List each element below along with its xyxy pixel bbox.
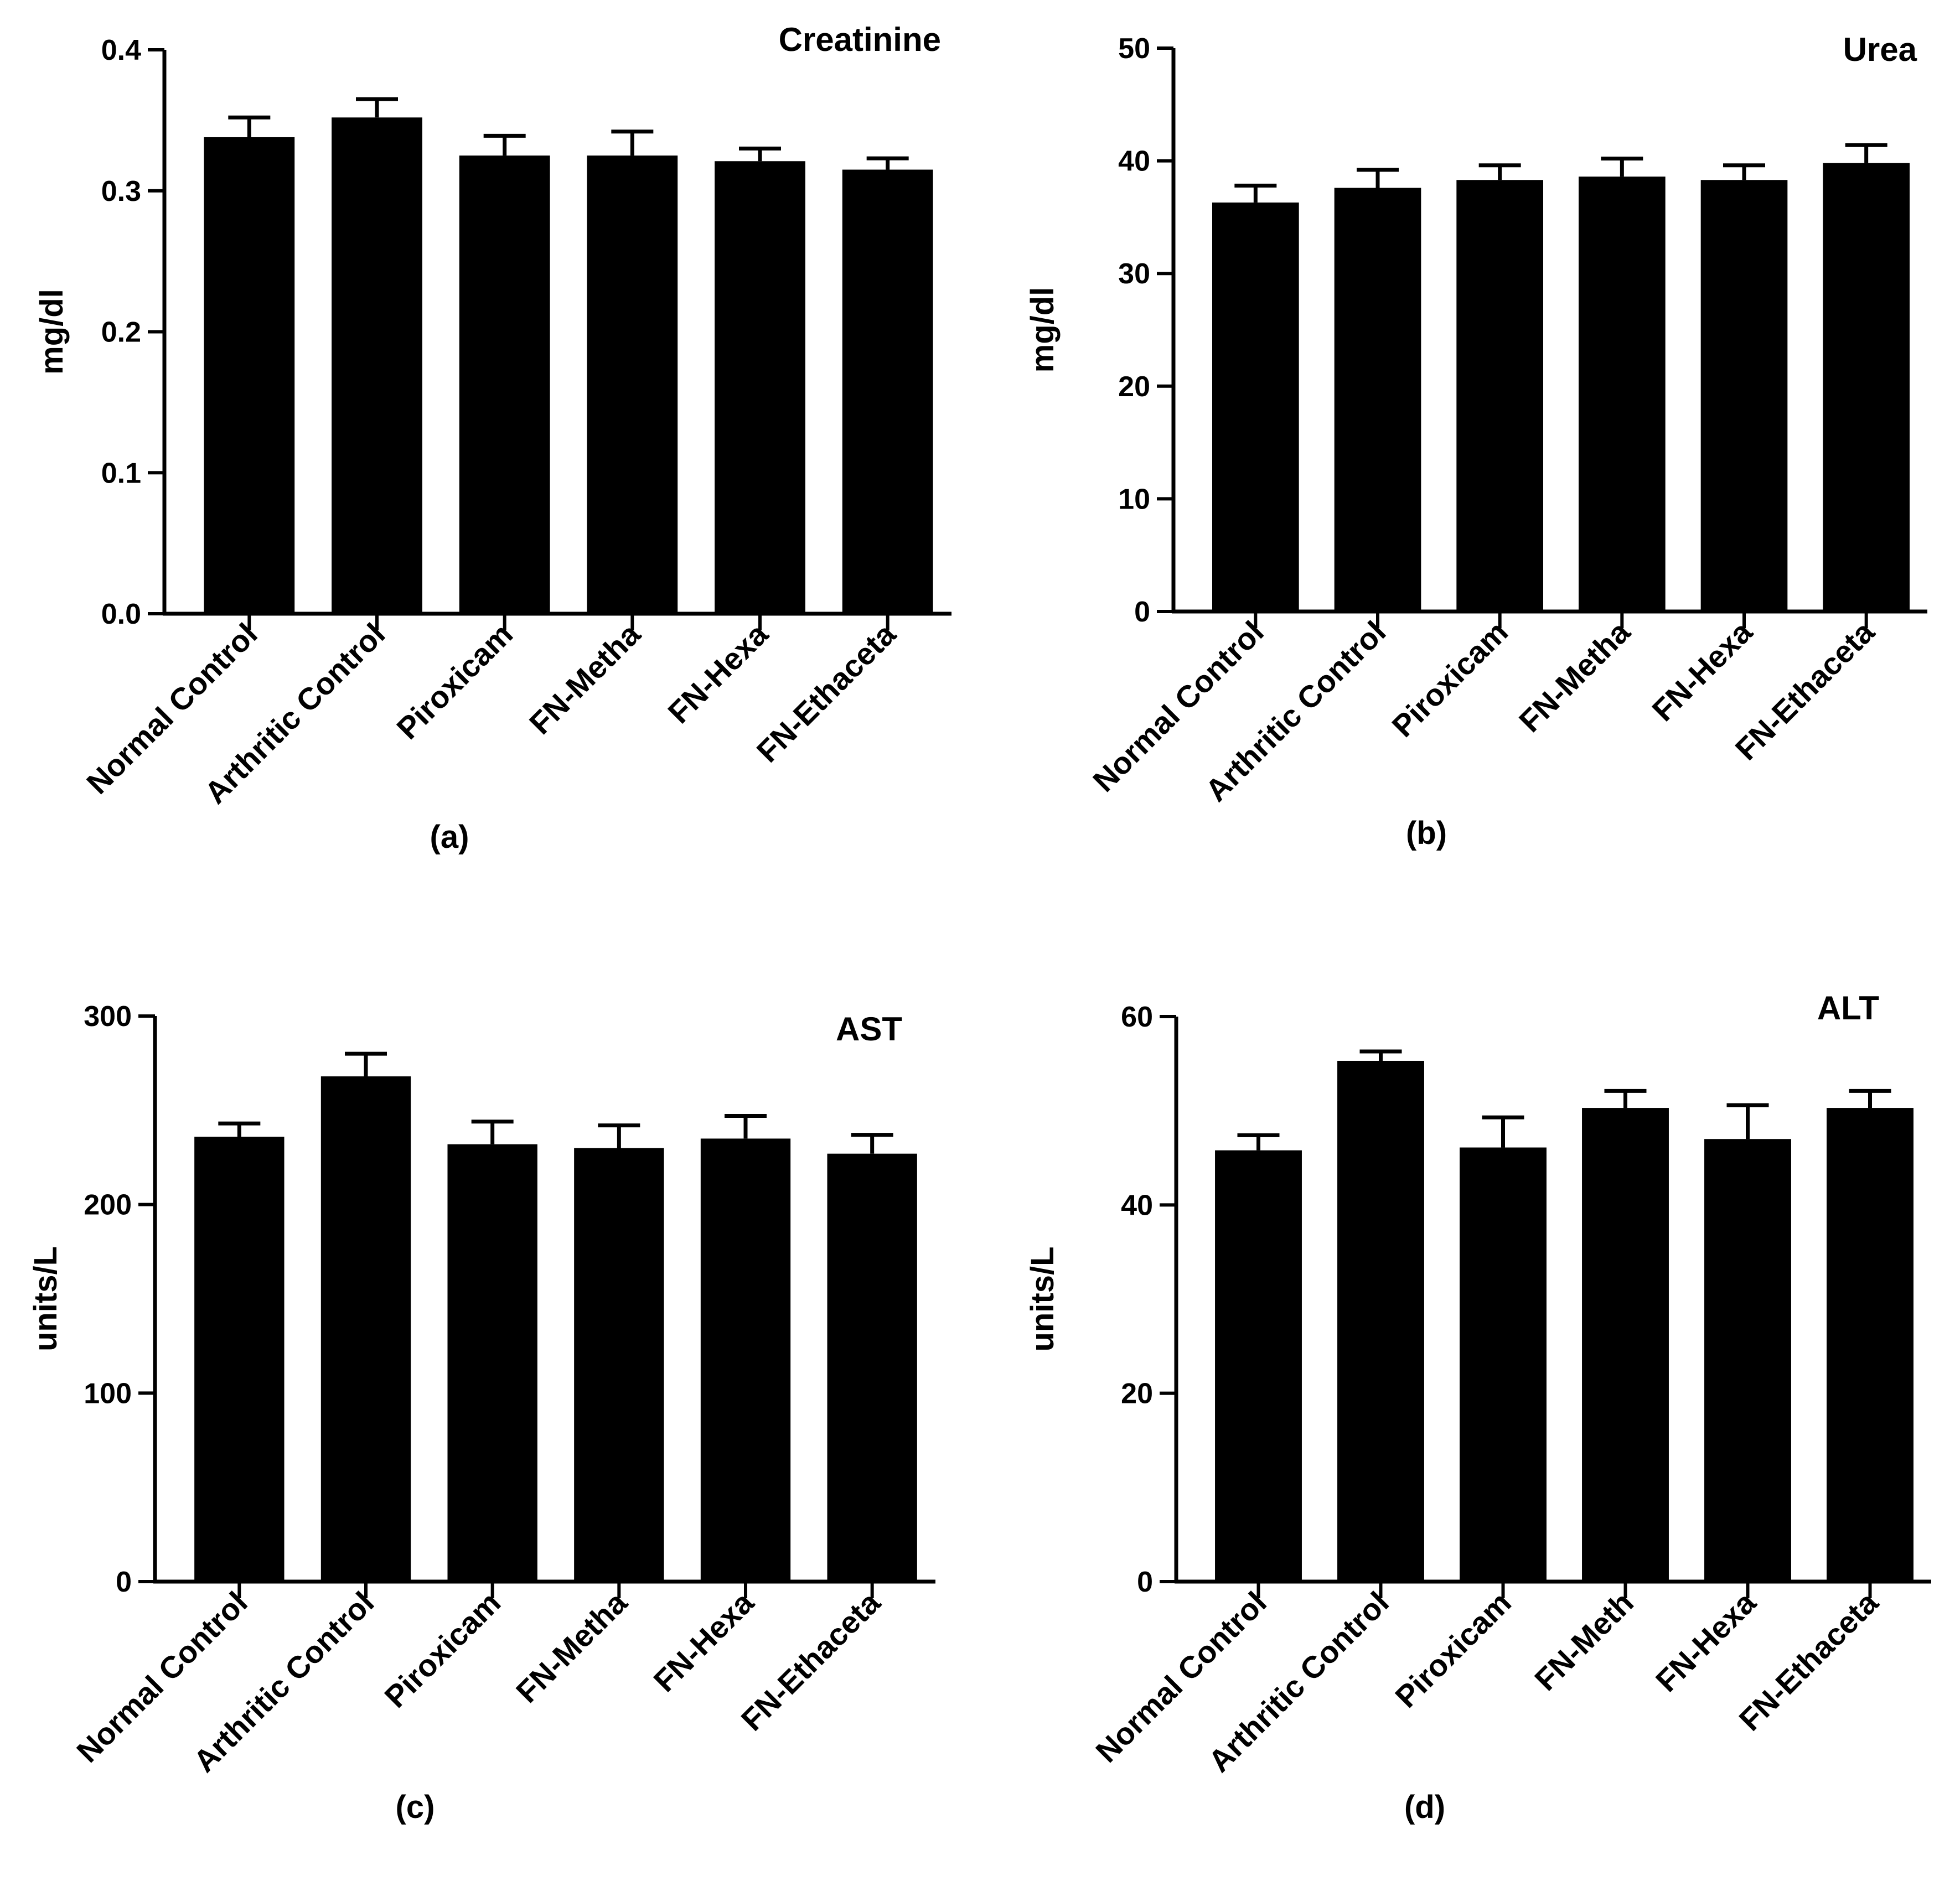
- bar: [827, 1153, 917, 1582]
- y-tick-label: 300: [84, 1001, 132, 1033]
- category-label: Piroxicam: [1388, 1585, 1518, 1714]
- bar: [1827, 1108, 1914, 1582]
- y-tick-label: 0: [1137, 1566, 1153, 1598]
- category-label: Piroxicam: [377, 1585, 507, 1714]
- panel-caption: (b): [1406, 815, 1447, 851]
- y-tick-label: 20: [1121, 1378, 1153, 1410]
- bar: [587, 156, 678, 614]
- y-tick-label: 0.3: [101, 175, 141, 208]
- y-tick-label: 0: [116, 1566, 132, 1598]
- chart-title: AST: [836, 1011, 902, 1048]
- bar: [1582, 1108, 1669, 1582]
- bar: [715, 161, 805, 614]
- y-tick-label: 0.1: [101, 457, 141, 489]
- y-tick-label: 50: [1118, 33, 1150, 65]
- y-tick-label: 100: [84, 1377, 132, 1410]
- y-axis-label: mg/dl: [1025, 287, 1061, 373]
- bar: [447, 1144, 537, 1582]
- bar: [1460, 1147, 1547, 1582]
- category-label: FN-Metha: [1512, 614, 1637, 739]
- panel-caption: (a): [430, 819, 469, 855]
- y-tick-label: 60: [1121, 1001, 1153, 1033]
- category-label: FN-Metha: [509, 1584, 634, 1709]
- bar: [459, 156, 550, 614]
- bar: [1700, 180, 1788, 612]
- y-tick-label: 30: [1118, 258, 1150, 290]
- y-tick-label: 10: [1118, 483, 1150, 515]
- category-label: FN-Hexa: [661, 616, 775, 730]
- y-tick-label: 0.4: [101, 34, 141, 66]
- y-tick-label: 0.0: [101, 598, 141, 630]
- bar: [1456, 180, 1544, 612]
- bar: [1704, 1139, 1791, 1582]
- y-axis-label: units/L: [1025, 1246, 1061, 1351]
- y-tick-label: 0.2: [101, 317, 141, 349]
- bar: [1215, 1150, 1302, 1582]
- y-axis-label: mg/dl: [34, 289, 70, 375]
- y-axis-label: units/L: [28, 1246, 64, 1351]
- category-label: FN-Hexa: [1649, 1584, 1763, 1698]
- y-tick-label: 40: [1121, 1189, 1153, 1221]
- panel-caption: (d): [1404, 1789, 1445, 1825]
- bar: [320, 1076, 411, 1582]
- chart-title: ALT: [1817, 989, 1879, 1027]
- bar: [574, 1148, 664, 1582]
- bar: [1337, 1060, 1424, 1582]
- bar: [204, 137, 295, 614]
- bar: [1578, 177, 1666, 612]
- category-label: FN-Hexa: [1645, 614, 1759, 728]
- category-label: Piroxicam: [1385, 614, 1514, 744]
- bar: [1334, 188, 1421, 612]
- bar: [700, 1138, 791, 1582]
- bar: [842, 169, 933, 614]
- y-tick-label: 40: [1118, 146, 1150, 178]
- category-label: Piroxicam: [390, 616, 519, 746]
- bar: [1212, 202, 1299, 612]
- panel-caption: (c): [396, 1789, 435, 1825]
- category-label: FN-Ethaceta: [750, 616, 903, 769]
- y-tick-label: 0: [1134, 596, 1150, 628]
- category-label: FN-Meth: [1528, 1585, 1640, 1697]
- category-label: FN-Hexa: [647, 1584, 761, 1698]
- y-tick-label: 20: [1118, 371, 1150, 403]
- bar: [332, 117, 422, 614]
- category-label: FN-Metha: [523, 616, 648, 741]
- bar: [194, 1137, 285, 1582]
- chart-title: Creatinine: [779, 21, 941, 58]
- y-tick-label: 200: [84, 1189, 132, 1221]
- chart-title: Urea: [1843, 31, 1917, 68]
- bar: [1823, 163, 1910, 612]
